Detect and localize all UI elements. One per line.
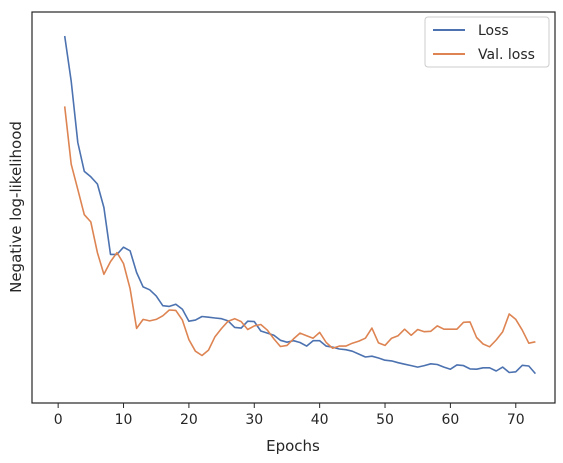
plot-frame — [31, 11, 556, 404]
x-tick-label: 40 — [311, 412, 329, 428]
legend-label-loss: Loss — [478, 23, 509, 39]
legend-label-val-loss: Val. loss — [478, 47, 535, 63]
legend: Loss Val. loss — [424, 16, 550, 68]
y-axis-label: Negative log-likelihood — [7, 121, 25, 293]
series-line-loss — [63, 35, 537, 375]
x-tick-label: 70 — [507, 412, 525, 428]
x-axis-label: Epochs — [266, 437, 320, 455]
x-tick-label: 20 — [180, 412, 198, 428]
series-layer — [63, 35, 537, 375]
x-tick-label: 60 — [441, 412, 459, 428]
x-tick-label: 0 — [54, 412, 63, 428]
series-line-val-loss — [63, 106, 536, 357]
x-tick-label: 50 — [376, 412, 394, 428]
x-tick-label: 30 — [245, 412, 263, 428]
x-axis-ticks: 0 10 20 30 40 50 60 70 — [54, 403, 525, 428]
x-tick-label: 10 — [115, 412, 133, 428]
